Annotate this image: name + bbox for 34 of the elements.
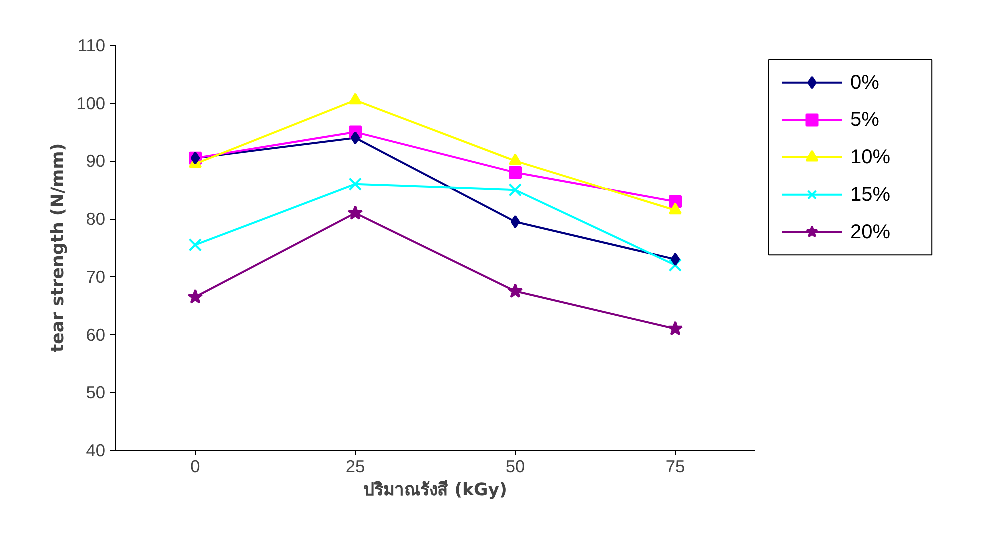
y-tick-label: 80 <box>86 209 106 230</box>
legend-label: 5% <box>850 109 880 132</box>
x-tick-label: 25 <box>346 456 366 476</box>
y-tick-label: 90 <box>86 151 106 172</box>
point <box>669 203 682 215</box>
y-tick-label: 40 <box>86 440 106 460</box>
point <box>668 321 684 336</box>
point <box>348 205 364 220</box>
point <box>348 178 362 192</box>
y-tick-label: 50 <box>86 382 106 403</box>
x-tick-label: 75 <box>666 456 686 476</box>
legend-label: 15% <box>850 184 891 206</box>
x-tick-label: 0 <box>190 456 200 476</box>
y-tick-label: 100 <box>76 93 106 114</box>
x-tick-label: 50 <box>506 456 526 476</box>
y-tick-label: 110 <box>78 36 106 56</box>
point <box>509 166 522 180</box>
point <box>668 258 682 272</box>
legend-label: 20% <box>850 221 891 244</box>
point <box>188 289 204 304</box>
point <box>509 154 522 166</box>
point <box>350 132 360 145</box>
point <box>188 238 202 252</box>
y-tick-label: 70 <box>86 266 106 287</box>
legend-label: 10% <box>850 146 891 169</box>
point <box>508 283 524 298</box>
point <box>670 253 680 266</box>
y-tick-label: 60 <box>86 324 106 345</box>
point <box>349 93 362 105</box>
point <box>510 215 520 228</box>
legend-label: 0% <box>850 72 880 94</box>
point <box>508 183 522 197</box>
x-axis-title: ปริมาณรังสี (kGy) <box>364 480 508 500</box>
y-axis-title: tear strength (N/mm) <box>48 143 69 353</box>
